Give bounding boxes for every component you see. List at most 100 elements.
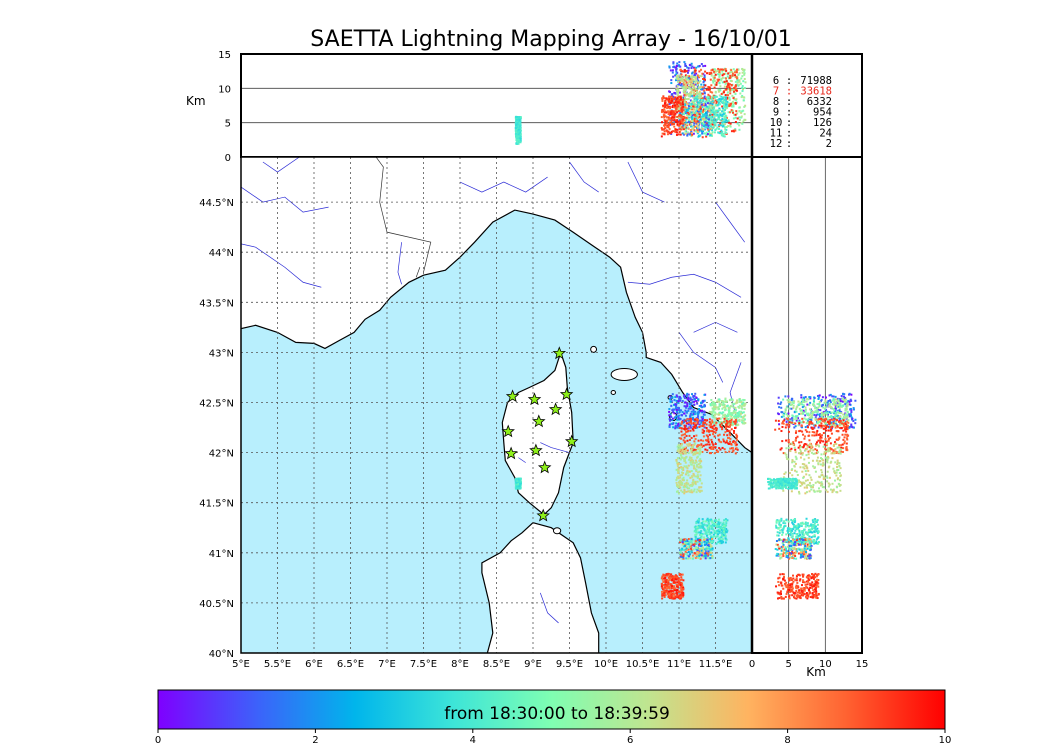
lightning-source — [677, 448, 680, 451]
lightning-source-side — [816, 413, 819, 416]
lightning-source — [737, 423, 740, 426]
lightning-source-altitude — [683, 75, 686, 78]
lightning-source — [683, 465, 686, 468]
lightning-source-altitude — [728, 98, 731, 101]
lightning-source-side — [821, 434, 824, 437]
lightning-source — [681, 557, 684, 560]
lightning-source — [696, 474, 699, 477]
lightning-source — [705, 550, 708, 553]
lightning-source-altitude — [689, 84, 692, 87]
lightning-source — [709, 426, 712, 429]
lightning-source — [677, 422, 680, 425]
lightning-source — [726, 420, 729, 423]
lightning-source-altitude — [680, 118, 683, 121]
lightning-source-side — [822, 427, 825, 430]
lightning-source — [695, 522, 698, 525]
lightning-source-altitude — [699, 120, 702, 123]
lightning-source — [742, 404, 745, 407]
lightning-source-altitude — [682, 103, 685, 106]
lightning-source — [717, 438, 720, 441]
lightning-source-altitude — [721, 70, 724, 73]
lightning-source-altitude — [694, 125, 697, 128]
corsica-island — [501, 350, 574, 516]
lightning-source-altitude — [668, 107, 671, 110]
lightning-source-altitude — [675, 107, 678, 110]
lightning-source-altitude — [727, 88, 730, 91]
lightning-source-altitude — [679, 122, 682, 125]
lightning-source-side — [778, 423, 781, 426]
lightning-source-altitude — [671, 104, 674, 107]
lightning-source-side — [831, 399, 834, 402]
lightning-source — [695, 521, 698, 524]
lightning-source-altitude — [741, 90, 744, 93]
star-icon — [527, 392, 542, 406]
lightning-source-side — [819, 409, 822, 412]
lightning-source-side — [797, 403, 800, 406]
lightning-source — [702, 431, 705, 434]
lightning-source — [519, 480, 522, 483]
lightning-source-altitude — [698, 64, 701, 67]
lightning-source-altitude — [664, 126, 667, 129]
latitude-tick-label: 42.5°N — [199, 398, 234, 409]
lightning-source-altitude — [708, 100, 711, 103]
lightning-source-side — [797, 424, 800, 427]
lightning-source — [711, 427, 714, 430]
lightning-source-altitude — [718, 68, 721, 71]
lightning-source — [693, 453, 696, 456]
lightning-source-altitude — [673, 111, 676, 114]
lightning-source-altitude — [682, 133, 685, 136]
lightning-source-altitude — [724, 126, 727, 129]
lightning-source-altitude — [708, 86, 711, 89]
lightning-source-altitude — [694, 121, 697, 124]
lightning-source-altitude — [698, 74, 701, 77]
lightning-source-altitude — [726, 85, 729, 88]
lightning-source-altitude — [699, 106, 702, 109]
lightning-source — [743, 415, 746, 418]
lightning-source — [685, 395, 688, 398]
lightning-source-altitude — [709, 134, 712, 137]
lightning-source — [684, 433, 687, 436]
lightning-source-side — [789, 404, 792, 407]
lightning-source-side — [780, 411, 783, 414]
lightning-source-altitude — [723, 123, 726, 126]
lightning-source-altitude — [676, 100, 679, 103]
lightning-source — [689, 459, 692, 462]
lightning-source-altitude — [665, 97, 668, 100]
lightning-source — [723, 523, 726, 526]
lightning-source-altitude — [685, 88, 688, 91]
lightning-source-altitude — [670, 119, 673, 122]
lightning-source-altitude — [713, 79, 716, 82]
lightning-source — [742, 419, 745, 422]
lightning-source-altitude — [707, 118, 710, 121]
lightning-source — [676, 463, 679, 466]
lightning-source-altitude — [693, 119, 696, 122]
lightning-source-altitude — [738, 83, 741, 86]
lightning-source-altitude — [741, 86, 744, 89]
lightning-source — [725, 524, 728, 527]
altitude-tick-label: 15 — [218, 50, 231, 61]
lightning-source — [721, 524, 724, 527]
lightning-source-altitude — [701, 97, 704, 100]
lightning-source-altitude — [675, 111, 678, 114]
lightning-source-side — [779, 403, 782, 406]
lightning-source-altitude — [693, 122, 696, 125]
lightning-source-altitude — [697, 81, 700, 84]
lightning-source — [676, 593, 679, 596]
lightning-source — [697, 531, 700, 534]
lightning-source-altitude — [675, 109, 678, 112]
lightning-source-altitude — [743, 73, 746, 76]
lightning-source-altitude — [703, 123, 706, 126]
lightning-source-altitude — [673, 91, 676, 94]
lightning-source-side — [827, 399, 830, 402]
lightning-source — [670, 573, 673, 576]
lightning-source-altitude — [698, 128, 701, 131]
lightning-source-side — [788, 407, 791, 410]
lightning-source-side — [801, 430, 804, 433]
lightning-source-side — [825, 444, 828, 447]
lightning-source-altitude — [677, 124, 680, 127]
lightning-source-side — [804, 414, 807, 417]
lightning-source — [686, 487, 689, 490]
lightning-source — [680, 587, 683, 590]
lightning-source — [690, 403, 693, 406]
lightning-source — [711, 442, 714, 445]
